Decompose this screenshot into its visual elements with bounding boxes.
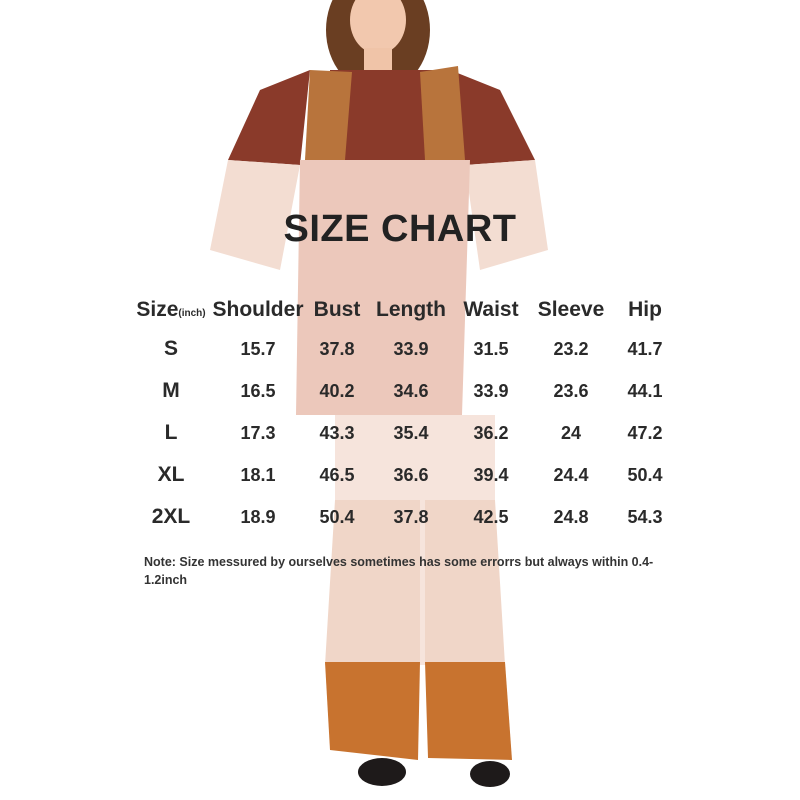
faded-sleeves <box>210 160 548 270</box>
measurement-cell: 18.9 <box>240 506 276 527</box>
header-shoulder: Shoulder <box>212 298 304 321</box>
right-sleeve <box>450 70 535 165</box>
measurement-cell: 33.9 <box>393 338 429 359</box>
table-header-row: Size(inch) Shoulder Bust Length Waist Sl… <box>130 292 678 328</box>
measurement-cell: 24.8 <box>553 506 589 527</box>
measurement-cell: 44.1 <box>627 380 663 401</box>
vest-left <box>305 70 352 160</box>
measurement-cell: 36.2 <box>473 422 509 443</box>
measurement-cell: 50.4 <box>627 464 663 485</box>
size-chart-title: SIZE CHART <box>283 208 517 250</box>
measurement-cell: 39.4 <box>473 464 509 485</box>
measurement-cell: 18.1 <box>240 464 276 485</box>
header-waist: Waist <box>463 298 519 321</box>
size-cell: S <box>163 337 178 360</box>
measurement-cell: 34.6 <box>393 380 429 401</box>
measurement-cell: 31.5 <box>473 338 509 359</box>
unit-label: (inch) <box>178 308 206 319</box>
measurement-cell: 36.6 <box>393 464 429 485</box>
faded-dress <box>296 160 470 415</box>
measurement-cell: 47.2 <box>627 422 663 443</box>
measurement-cell: 23.6 <box>553 380 589 401</box>
left-sleeve <box>228 70 310 165</box>
neck <box>364 48 392 72</box>
measurement-cell: 15.7 <box>240 338 276 359</box>
size-table: Size(inch) Shoulder Bust Length Waist Sl… <box>130 292 678 538</box>
face <box>350 0 406 54</box>
measurement-cell: 42.5 <box>473 506 509 527</box>
measurement-cell: 35.4 <box>393 422 429 443</box>
measurement-cell: 54.3 <box>627 506 663 527</box>
measurement-cell: 17.3 <box>240 422 276 443</box>
measurement-cell: 41.7 <box>627 338 663 359</box>
size-cell: L <box>164 421 178 444</box>
shoe-left <box>358 758 406 786</box>
fringe-right <box>425 662 512 760</box>
measurement-cell: 24.4 <box>553 464 589 485</box>
size-cell: M <box>162 379 180 402</box>
measurement-cell: 37.8 <box>393 506 429 527</box>
header-sleeve: Sleeve <box>537 298 605 321</box>
size-cell: XL <box>157 463 185 486</box>
table-row: XL 18.1 46.5 36.6 39.4 24.4 50.4 <box>130 454 678 496</box>
measurement-cell: 24 <box>560 422 582 443</box>
table-row: S 15.7 37.8 33.9 31.5 23.2 41.7 <box>130 328 678 370</box>
size-cell: 2XL <box>151 505 191 528</box>
measurement-cell: 46.5 <box>319 464 355 485</box>
shoe-right <box>470 761 510 787</box>
vest-right <box>420 66 465 160</box>
table-row: L 17.3 43.3 35.4 36.2 24 47.2 <box>130 412 678 454</box>
measurement-cell: 43.3 <box>319 422 355 443</box>
faded-bell-bottoms <box>325 500 505 665</box>
measurement-cell: 16.5 <box>240 380 276 401</box>
measurement-cell: 23.2 <box>553 338 589 359</box>
table-row: M 16.5 40.2 34.6 33.9 23.6 44.1 <box>130 370 678 412</box>
header-size: Size(inch) <box>130 292 212 328</box>
measurement-cell: 40.2 <box>319 380 355 401</box>
fringe-left <box>325 662 420 760</box>
header-hip: Hip <box>628 298 662 321</box>
note-text: Note: Size messured by ourselves sometim… <box>144 555 654 587</box>
measurement-cell: 33.9 <box>473 380 509 401</box>
measurement-cell: 37.8 <box>319 338 355 359</box>
header-bust: Bust <box>313 298 361 321</box>
table-row: 2XL 18.9 50.4 37.8 42.5 24.8 54.3 <box>130 496 678 538</box>
measurement-cell: 50.4 <box>319 506 355 527</box>
header-length: Length <box>376 298 446 321</box>
header-size-label: Size <box>136 298 179 321</box>
